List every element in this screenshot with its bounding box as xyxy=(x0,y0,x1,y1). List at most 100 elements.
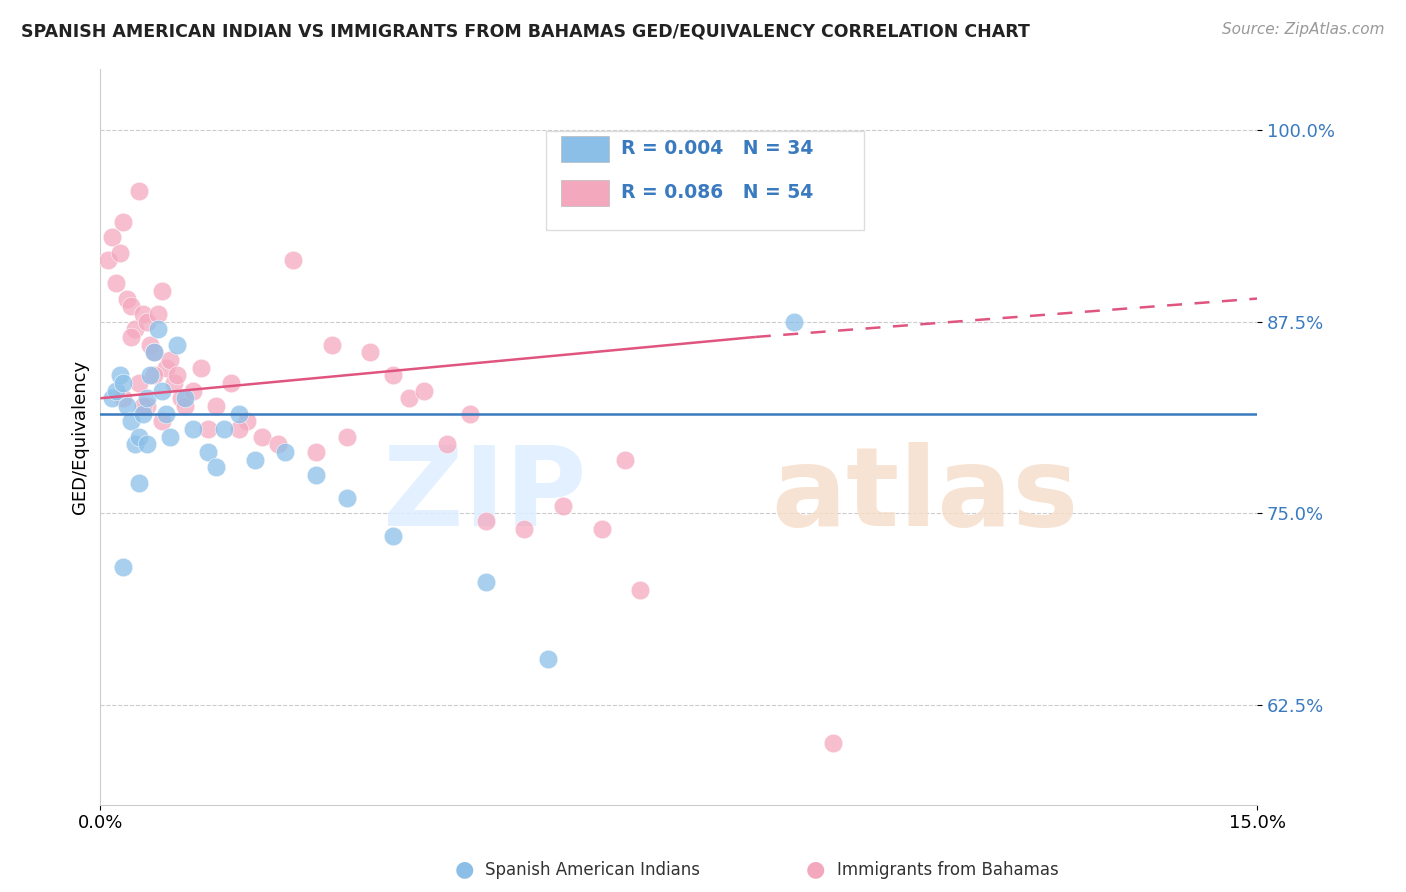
Point xyxy=(132,307,155,321)
Point xyxy=(212,422,235,436)
Point xyxy=(460,407,482,421)
Point xyxy=(252,429,274,443)
Y-axis label: GED/Equivalency: GED/Equivalency xyxy=(72,359,89,514)
Point xyxy=(267,437,290,451)
FancyBboxPatch shape xyxy=(561,136,609,162)
Point xyxy=(155,360,177,375)
Point xyxy=(382,368,405,383)
Point xyxy=(513,522,536,536)
Point xyxy=(150,384,173,398)
Point xyxy=(139,368,162,383)
Point xyxy=(132,407,155,421)
Point xyxy=(413,384,436,398)
Point xyxy=(628,582,651,597)
Point xyxy=(190,360,212,375)
Point xyxy=(112,560,135,574)
Point xyxy=(274,445,297,459)
Point xyxy=(181,422,204,436)
Point xyxy=(398,391,420,405)
Text: SPANISH AMERICAN INDIAN VS IMMIGRANTS FROM BAHAMAS GED/EQUIVALENCY CORRELATION C: SPANISH AMERICAN INDIAN VS IMMIGRANTS FR… xyxy=(21,22,1031,40)
Point xyxy=(475,575,498,590)
Point xyxy=(104,384,127,398)
Point xyxy=(112,376,135,390)
FancyBboxPatch shape xyxy=(561,179,609,206)
Point xyxy=(205,399,228,413)
Point xyxy=(228,422,250,436)
Text: Immigrants from Bahamas: Immigrants from Bahamas xyxy=(837,861,1059,879)
Point xyxy=(821,736,844,750)
Point xyxy=(197,422,219,436)
Point xyxy=(143,345,166,359)
Point xyxy=(135,399,157,413)
Point xyxy=(221,376,243,390)
Text: atlas: atlas xyxy=(772,442,1078,549)
Point xyxy=(148,307,170,321)
Point xyxy=(135,437,157,451)
Point xyxy=(305,445,328,459)
Point xyxy=(359,345,381,359)
Point xyxy=(124,437,146,451)
Text: Source: ZipAtlas.com: Source: ZipAtlas.com xyxy=(1222,22,1385,37)
Point xyxy=(382,529,405,543)
Point xyxy=(205,460,228,475)
Point xyxy=(174,391,197,405)
Point xyxy=(155,407,177,421)
Point xyxy=(159,352,181,367)
Point xyxy=(305,467,328,482)
Point xyxy=(162,376,184,390)
Point xyxy=(104,277,127,291)
Point xyxy=(174,399,197,413)
Point xyxy=(336,429,359,443)
Point xyxy=(170,391,193,405)
Point xyxy=(128,376,150,390)
FancyBboxPatch shape xyxy=(546,131,863,230)
Point xyxy=(551,499,574,513)
Point xyxy=(613,452,636,467)
Point xyxy=(159,429,181,443)
Point xyxy=(148,322,170,336)
Text: ●: ● xyxy=(454,860,474,880)
Point xyxy=(128,184,150,198)
Text: ●: ● xyxy=(806,860,825,880)
Point xyxy=(783,315,806,329)
Point xyxy=(336,491,359,505)
Point xyxy=(101,391,124,405)
Point xyxy=(236,414,259,428)
Point xyxy=(117,292,139,306)
Point xyxy=(150,414,173,428)
Point xyxy=(124,322,146,336)
Point xyxy=(166,337,188,351)
Point xyxy=(97,253,120,268)
Point xyxy=(135,315,157,329)
Point xyxy=(436,437,458,451)
Point xyxy=(321,337,343,351)
Point xyxy=(112,391,135,405)
Point xyxy=(536,652,558,666)
Text: R = 0.086   N = 54: R = 0.086 N = 54 xyxy=(621,184,813,202)
Point xyxy=(281,253,304,268)
Point xyxy=(143,345,166,359)
Point xyxy=(128,475,150,490)
Point xyxy=(591,522,613,536)
Point xyxy=(135,391,157,405)
Point xyxy=(150,284,173,298)
Point xyxy=(112,215,135,229)
Point xyxy=(101,230,124,244)
Text: Spanish American Indians: Spanish American Indians xyxy=(485,861,700,879)
Point xyxy=(143,368,166,383)
Point xyxy=(120,414,142,428)
Point xyxy=(228,407,250,421)
Point xyxy=(181,384,204,398)
Point xyxy=(139,337,162,351)
Point xyxy=(120,330,142,344)
Point xyxy=(120,299,142,313)
Text: R = 0.004   N = 34: R = 0.004 N = 34 xyxy=(621,139,813,158)
Point xyxy=(243,452,266,467)
Point xyxy=(128,429,150,443)
Text: ZIP: ZIP xyxy=(382,442,586,549)
Point xyxy=(475,514,498,528)
Point xyxy=(117,399,139,413)
Point xyxy=(166,368,188,383)
Point xyxy=(197,445,219,459)
Point xyxy=(132,399,155,413)
